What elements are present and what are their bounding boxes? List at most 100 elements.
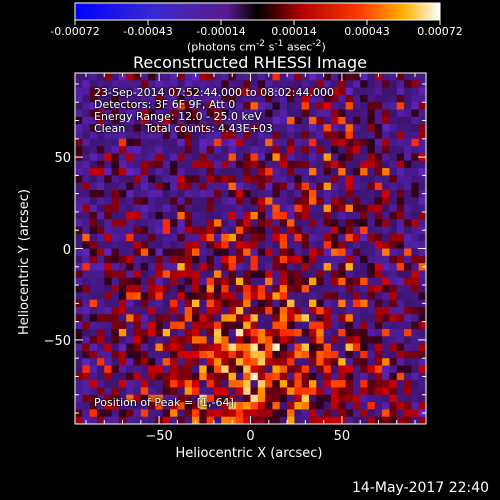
heatmap-cell xyxy=(75,109,83,118)
heatmap-cell xyxy=(118,146,127,154)
heatmap-cell xyxy=(389,416,398,425)
heatmap-cell xyxy=(96,248,105,257)
heatmap-cell xyxy=(184,328,193,337)
heatmap-cell xyxy=(316,87,325,96)
heatmap-cell xyxy=(265,80,273,89)
heatmap-cell xyxy=(382,80,390,89)
heatmap-cell xyxy=(330,87,339,96)
heatmap-cell xyxy=(221,328,229,337)
heatmap-cell xyxy=(294,255,303,264)
heatmap-cell xyxy=(118,241,127,249)
heatmap-cell xyxy=(404,277,412,286)
heatmap-cell xyxy=(330,102,339,110)
heatmap-cell xyxy=(199,138,208,147)
heatmap-cell xyxy=(338,387,346,396)
heatmap-cell xyxy=(243,402,251,410)
heatmap-cell xyxy=(338,116,346,125)
heatmap-cell xyxy=(140,204,149,213)
heatmap-cell xyxy=(338,131,346,140)
heatmap-cell xyxy=(111,299,120,308)
heatmap-cell xyxy=(82,263,91,271)
heatmap-cell xyxy=(279,372,288,381)
heatmap-cell xyxy=(352,387,361,396)
heatmap-cell xyxy=(389,211,398,220)
heatmap-cell xyxy=(148,416,156,425)
heatmap-cell xyxy=(279,168,288,176)
heatmap-cell xyxy=(345,270,354,279)
heatmap-cell xyxy=(272,314,281,323)
heatmap-cell xyxy=(330,94,339,103)
heatmap-cell xyxy=(257,263,266,271)
heatmap-cell xyxy=(382,328,390,337)
heatmap-cell xyxy=(75,321,83,330)
heatmap-cell xyxy=(235,336,244,344)
heatmap-cell xyxy=(148,175,156,184)
colorbar-tick-label: -0.00043 xyxy=(123,25,173,38)
heatmap-cell xyxy=(177,372,186,381)
heatmap-cell xyxy=(330,211,339,220)
heatmap-cell xyxy=(257,387,266,396)
heatmap-cell xyxy=(323,394,332,403)
heatmap-cell xyxy=(374,80,383,89)
heatmap-cell xyxy=(140,116,149,125)
heatmap-cell xyxy=(404,153,412,162)
heatmap-cell xyxy=(338,94,346,103)
heatmap-cell xyxy=(111,116,120,125)
heatmap-cell xyxy=(89,219,98,227)
heatmap-cell xyxy=(89,255,98,264)
heatmap-cell xyxy=(382,197,390,206)
heatmap-cell xyxy=(82,336,91,344)
x-tick-label: −50 xyxy=(145,429,173,444)
heatmap-cell xyxy=(140,277,149,286)
heatmap-cell xyxy=(213,146,222,154)
heatmap-cell xyxy=(206,314,215,323)
heatmap-cell xyxy=(177,102,186,110)
heatmap-cell xyxy=(367,160,376,169)
heatmap-cell xyxy=(389,102,398,110)
heatmap-cell xyxy=(170,314,178,323)
heatmap-cell xyxy=(272,292,281,301)
heatmap-cell xyxy=(82,226,91,235)
heatmap-cell xyxy=(272,116,281,125)
heatmap-cell xyxy=(316,146,325,154)
heatmap-cell xyxy=(345,197,354,206)
heatmap-cell xyxy=(367,321,376,330)
heatmap-cell xyxy=(323,219,332,227)
heatmap-cell xyxy=(396,416,405,425)
heatmap-cell xyxy=(411,321,420,330)
heatmap-cell xyxy=(162,336,171,344)
heatmap-cell xyxy=(257,307,266,315)
heatmap-cell xyxy=(294,138,303,147)
heatmap-cell xyxy=(162,372,171,381)
heatmap-cell xyxy=(396,124,405,132)
heatmap-cell xyxy=(287,285,295,293)
heatmap-cell xyxy=(243,219,251,227)
heatmap-cell xyxy=(111,372,120,381)
heatmap-cell xyxy=(301,387,310,396)
heatmap-cell xyxy=(96,292,105,301)
heatmap-cell xyxy=(111,336,120,344)
heatmap-cell xyxy=(140,241,149,249)
heatmap-cell xyxy=(199,416,208,425)
heatmap-cell xyxy=(323,131,332,140)
heatmap-cell xyxy=(148,270,156,279)
heatmap-cell xyxy=(411,190,420,198)
heatmap-cell xyxy=(133,102,142,110)
heatmap-cell xyxy=(257,277,266,286)
heatmap-cell xyxy=(272,182,281,191)
heatmap-cell xyxy=(243,73,251,81)
heatmap-cell xyxy=(177,219,186,227)
heatmap-cell xyxy=(338,102,346,110)
heatmap-cell xyxy=(257,358,266,366)
heatmap-cell xyxy=(243,307,251,315)
heatmap-cell xyxy=(287,372,295,381)
heatmap-cell xyxy=(272,350,281,359)
heatmap-cell xyxy=(82,190,91,198)
heatmap-cell xyxy=(330,394,339,403)
heatmap-cell xyxy=(309,328,317,337)
heatmap-cell xyxy=(404,124,412,132)
heatmap-cell xyxy=(243,233,251,242)
heatmap-cell xyxy=(184,80,193,89)
heatmap-cell xyxy=(411,255,420,264)
heatmap-cell xyxy=(228,255,237,264)
